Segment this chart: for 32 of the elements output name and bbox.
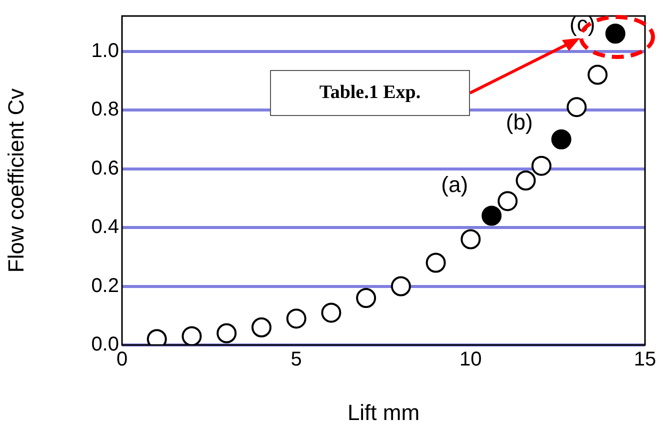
point (251, 317, 272, 338)
x-axis-title: Lift mm (347, 400, 420, 425)
point (516, 170, 536, 190)
point (482, 206, 502, 226)
annotation: Table.1 Exp. (319, 82, 421, 104)
point (566, 97, 587, 118)
label-box: Table.1 Exp. (270, 70, 470, 116)
point (321, 302, 342, 323)
point (356, 288, 376, 308)
point (531, 156, 552, 176)
x-tick-label: 15 (634, 348, 656, 371)
y-tick-label: 0.6 (91, 157, 119, 180)
y-tick-label: 0.2 (91, 274, 119, 297)
y-tick-label: 0.0 (91, 334, 119, 356)
x-tick-label: 5 (290, 348, 302, 371)
x-tick-label: 10 (460, 348, 482, 371)
x-tick-label: 0 (116, 348, 128, 371)
point (390, 276, 411, 296)
annotation: (a) (441, 172, 468, 197)
point (551, 129, 572, 150)
point (216, 323, 237, 344)
y-tick-label: 0.8 (91, 98, 119, 121)
y-tick-label: 1.0 (91, 40, 119, 62)
point (498, 191, 518, 212)
point (182, 326, 202, 345)
point (286, 308, 306, 329)
annotation: (b) (506, 109, 533, 134)
point (588, 64, 608, 85)
point (426, 252, 446, 273)
y-axis-title: Flow coefficient Cv (3, 88, 28, 273)
point (460, 229, 481, 250)
y-tick-label: 0.4 (91, 216, 119, 238)
